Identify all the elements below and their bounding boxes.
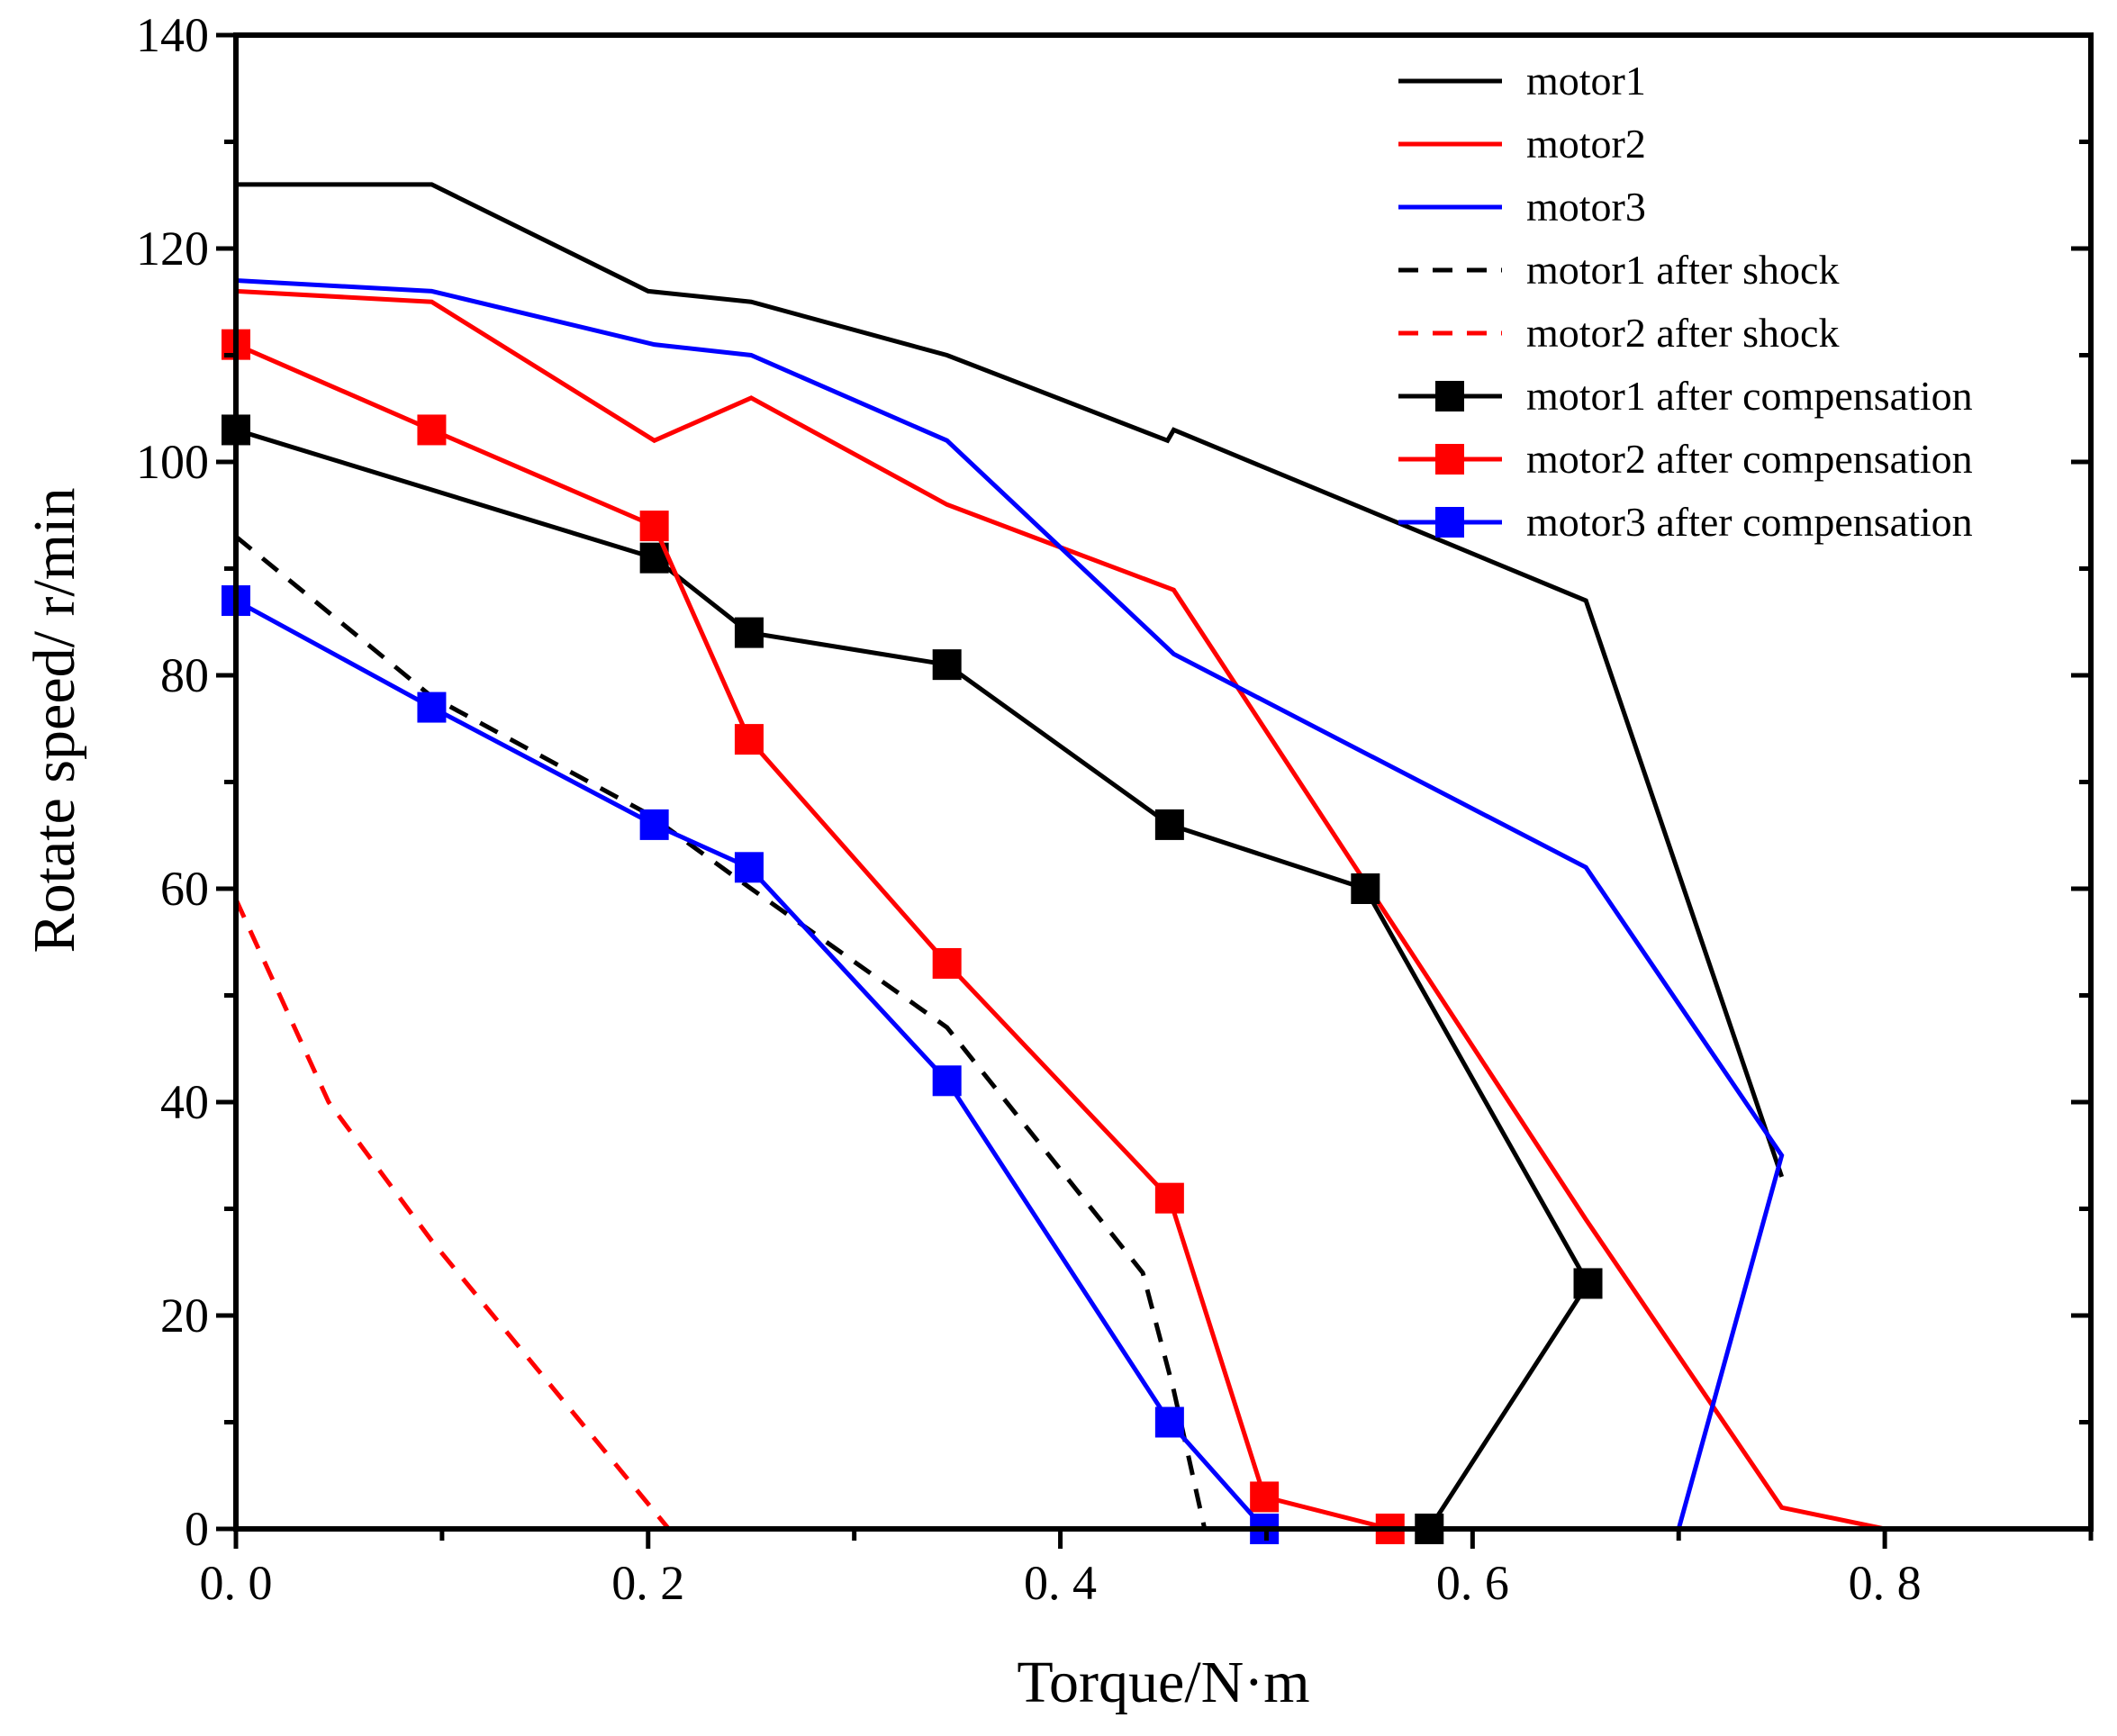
x-axis-label: Torque/N·m — [1017, 1650, 1309, 1715]
series-5-marker-2 — [734, 617, 764, 648]
legend-label-6: motor2 after compensation — [1526, 436, 1973, 482]
series-6-marker-3 — [734, 724, 764, 755]
y-tick-label: 120 — [136, 222, 209, 276]
legend-label-4: motor2 after shock — [1526, 310, 1839, 356]
series-6-marker-1 — [417, 414, 447, 446]
series-7-marker-2 — [639, 809, 669, 840]
y-axis-label: Rotate speed/ r/min — [22, 488, 87, 954]
series-line-5 — [235, 428, 1591, 1531]
y-tick-label: 40 — [160, 1075, 209, 1129]
series-7-marker-4 — [932, 1065, 962, 1097]
series-5-marker-4 — [1154, 809, 1184, 840]
legend-label-5: motor1 after compensation — [1526, 373, 1973, 419]
axes-layer: 0 20 40 60 80 100 120 140 0. 0 0. 2 0. 4 0. 6 0. 8 — [136, 8, 2094, 1610]
series-7-marker-5 — [1154, 1406, 1184, 1438]
series-line-3 — [234, 535, 1208, 1530]
x-tick-label: 0. 8 — [1849, 1556, 1922, 1610]
y-tick-label: 140 — [136, 8, 209, 62]
legend: motor1 motor2 motor3 motor1 after shock moto… — [1398, 58, 1973, 545]
y-tick-label: 0 — [185, 1502, 209, 1556]
y-tick-label: 100 — [136, 435, 209, 489]
series-layer — [222, 182, 1886, 1544]
series-6-marker-2 — [639, 511, 669, 542]
series-6-marker-5 — [1154, 1182, 1184, 1214]
series-5-marker-3 — [932, 649, 962, 681]
legend-label-3: motor1 after shock — [1526, 247, 1839, 293]
legend-label-0: motor1 — [1526, 58, 1646, 104]
legend-marker-7 — [1435, 507, 1464, 538]
y-tick-label: 20 — [160, 1288, 209, 1343]
x-tick-label: 0. 2 — [611, 1556, 684, 1610]
x-tick-label: 0. 0 — [200, 1556, 273, 1610]
series-line-4 — [233, 898, 671, 1531]
series-7-marker-1 — [417, 692, 447, 723]
series-5-marker-6 — [1573, 1268, 1603, 1299]
x-tick-label: 0. 4 — [1024, 1556, 1097, 1610]
legend-label-1: motor2 — [1526, 121, 1646, 167]
series-line-0 — [236, 182, 1785, 1178]
y-tick-label: 60 — [160, 862, 209, 916]
x-tick-label: 0. 6 — [1436, 1556, 1509, 1610]
series-7-marker-3 — [734, 852, 764, 883]
legend-marker-6 — [1435, 444, 1464, 475]
series-6-marker-6 — [1250, 1481, 1280, 1513]
legend-marker-5 — [1435, 381, 1464, 411]
y-tick-label: 80 — [160, 648, 209, 702]
series-6-marker-4 — [932, 947, 962, 979]
series-line-6 — [235, 342, 1391, 1532]
legend-label-7: motor3 after compensation — [1526, 499, 1973, 545]
series-5-marker-5 — [1351, 873, 1380, 904]
legend-label-2: motor3 — [1526, 184, 1646, 230]
series-line-2 — [235, 278, 1785, 1530]
